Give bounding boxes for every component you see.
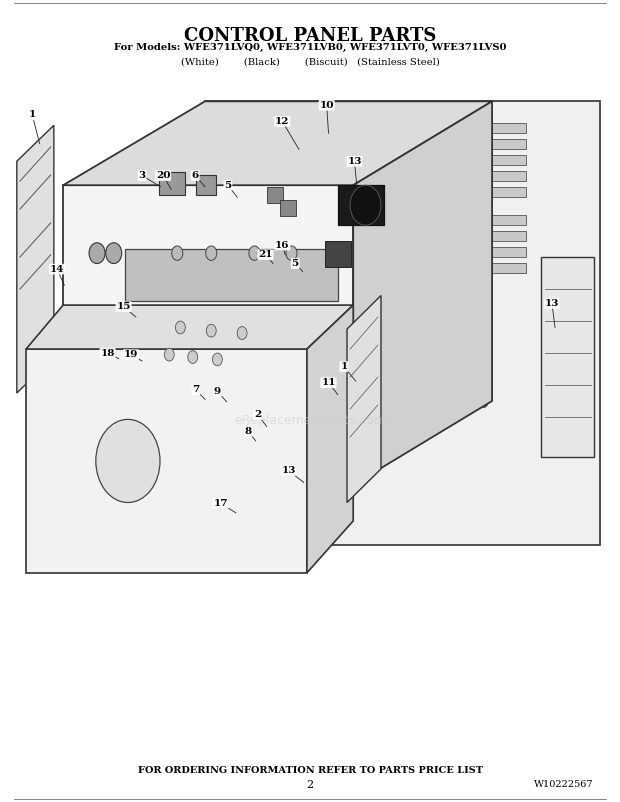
- Text: 15: 15: [117, 302, 131, 311]
- Polygon shape: [63, 185, 353, 485]
- Text: 11: 11: [321, 378, 336, 387]
- Bar: [433, 231, 526, 241]
- FancyBboxPatch shape: [342, 259, 488, 407]
- Circle shape: [188, 350, 198, 363]
- Text: 21: 21: [259, 250, 273, 259]
- Circle shape: [206, 324, 216, 337]
- Text: For Models: WFE371LVQ0, WFE371LVB0, WFE371LVT0, WFE371LVS0: For Models: WFE371LVQ0, WFE371LVB0, WFE3…: [113, 43, 507, 52]
- Circle shape: [206, 246, 217, 261]
- Text: 3: 3: [138, 171, 146, 180]
- Bar: [433, 215, 526, 225]
- Bar: [280, 200, 296, 216]
- Bar: [433, 123, 526, 133]
- Circle shape: [237, 326, 247, 339]
- Polygon shape: [541, 257, 594, 457]
- Text: 8: 8: [245, 427, 252, 435]
- Bar: [433, 155, 526, 165]
- Text: 7: 7: [192, 385, 200, 395]
- Bar: [196, 175, 216, 195]
- Polygon shape: [26, 305, 353, 349]
- Circle shape: [172, 246, 183, 261]
- Bar: [326, 241, 352, 267]
- Bar: [159, 172, 185, 195]
- Text: W10222567: W10222567: [534, 780, 594, 789]
- Circle shape: [175, 321, 185, 334]
- Polygon shape: [307, 305, 353, 573]
- Text: 13: 13: [545, 299, 559, 308]
- Text: 5: 5: [291, 259, 299, 268]
- Circle shape: [106, 341, 131, 373]
- Bar: [433, 247, 526, 257]
- Text: 1: 1: [340, 363, 348, 371]
- Text: FOR ORDERING INFORMATION REFER TO PARTS PRICE LIST: FOR ORDERING INFORMATION REFER TO PARTS …: [138, 766, 482, 775]
- Text: 6: 6: [192, 171, 199, 180]
- Bar: [433, 171, 526, 181]
- Bar: [267, 187, 283, 203]
- Circle shape: [96, 419, 160, 503]
- Polygon shape: [63, 101, 492, 185]
- Polygon shape: [125, 249, 338, 301]
- Text: 13: 13: [281, 466, 296, 475]
- Polygon shape: [347, 295, 381, 503]
- Text: CONTROL PANEL PARTS: CONTROL PANEL PARTS: [184, 27, 436, 45]
- Text: 5: 5: [224, 180, 231, 190]
- Bar: [433, 139, 526, 149]
- Polygon shape: [26, 349, 307, 573]
- Circle shape: [249, 246, 260, 261]
- Bar: [433, 187, 526, 197]
- Bar: [338, 185, 384, 225]
- Circle shape: [89, 243, 105, 264]
- Text: 14: 14: [50, 265, 64, 273]
- Text: eReplacementParts.com: eReplacementParts.com: [234, 415, 386, 427]
- Circle shape: [350, 185, 381, 225]
- Text: 16: 16: [275, 241, 290, 249]
- Circle shape: [213, 353, 223, 366]
- Circle shape: [286, 246, 297, 261]
- Text: 1: 1: [29, 111, 36, 119]
- Text: 13: 13: [347, 156, 361, 166]
- Text: (White)        (Black)        (Biscuit)   (Stainless Steel): (White) (Black) (Biscuit) (Stainless Ste…: [180, 57, 440, 67]
- Text: 17: 17: [213, 499, 228, 508]
- Circle shape: [164, 348, 174, 361]
- Polygon shape: [205, 101, 600, 545]
- Circle shape: [105, 243, 122, 264]
- Text: 18: 18: [100, 349, 115, 358]
- Text: 12: 12: [275, 117, 290, 126]
- Text: 10: 10: [319, 101, 334, 110]
- Text: 9: 9: [214, 387, 221, 396]
- Text: 2: 2: [306, 780, 314, 790]
- Bar: [433, 263, 526, 273]
- Polygon shape: [17, 125, 54, 393]
- Polygon shape: [353, 101, 492, 485]
- Text: 20: 20: [156, 171, 171, 180]
- Text: 2: 2: [254, 410, 261, 419]
- Text: 19: 19: [124, 350, 138, 359]
